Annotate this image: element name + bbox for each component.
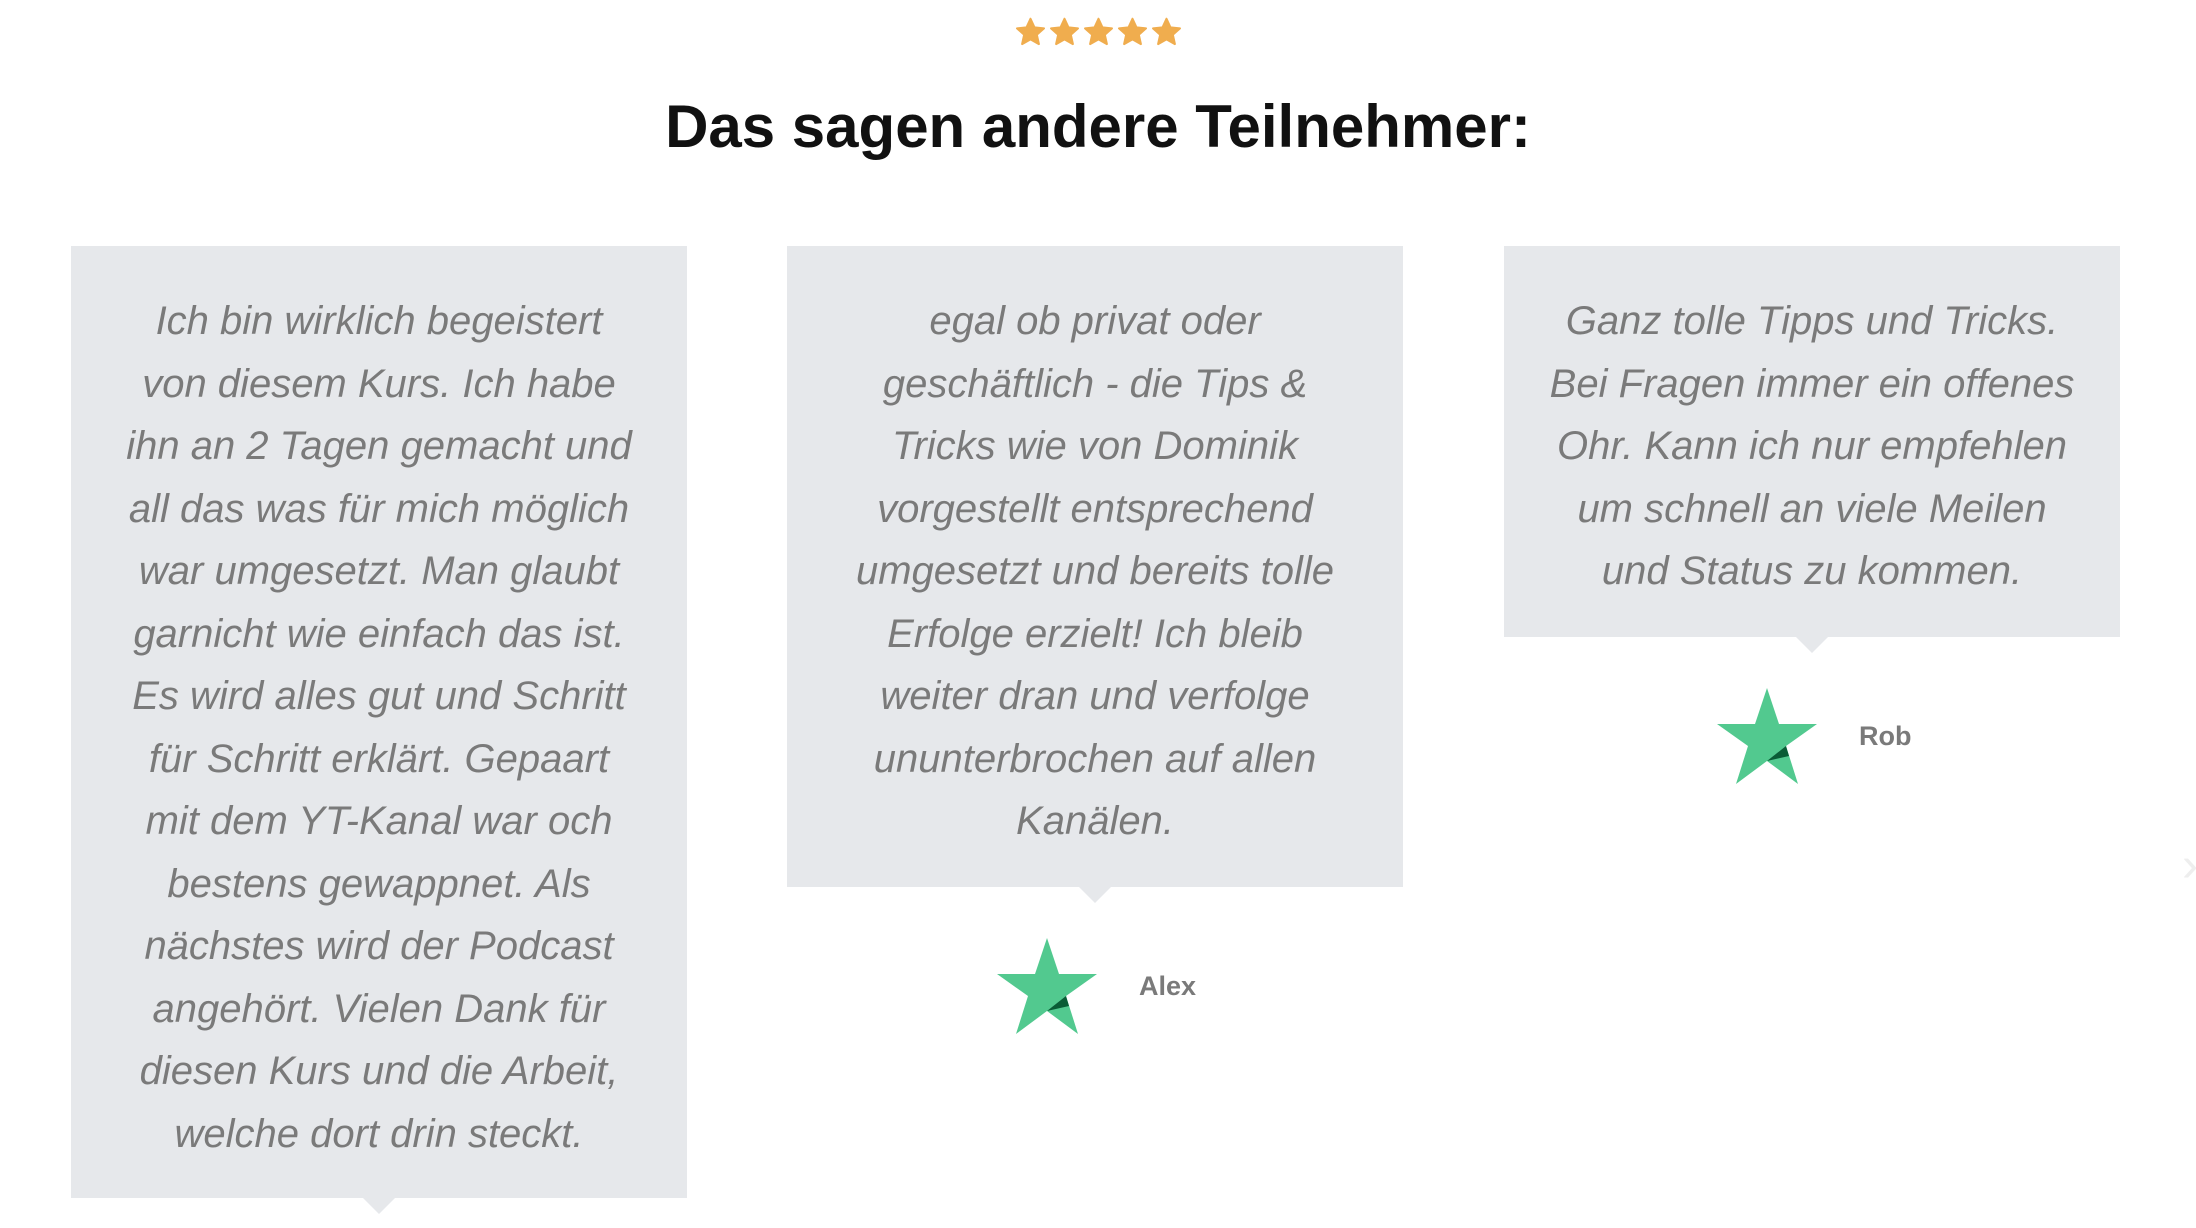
testimonial-card: egal ob privat oder geschäftlich - die Ti…: [787, 246, 1403, 903]
testimonial-text-line: für Schritt erklärt. Gepaart: [148, 736, 610, 781]
testimonial-text-line: ununterbrochen auf allen: [873, 736, 1317, 781]
testimonial-text-line: garnicht wie einfach das ist.: [133, 611, 625, 656]
carousel-next-arrow[interactable]: ›: [2182, 838, 2196, 893]
author-name: Rob: [1859, 720, 1912, 751]
testimonial-text-line: Es wird alles gut und Schritt: [132, 674, 626, 718]
testimonial-text-line: Kanälen.: [1016, 799, 1174, 843]
author-name: Alex: [1139, 970, 1197, 1001]
testimonial-text-line: weiter dran und verfolge: [880, 674, 1310, 718]
testimonial-card: Ganz tolle Tipps und Tricks. Bei Fragen i…: [1504, 246, 2120, 653]
testimonial-text-line: Tricks wie von Dominik: [892, 424, 1298, 468]
testimonial-text-line: umgesetzt und bereits tolle: [855, 549, 1335, 593]
testimonial-text-line: Ohr. Kann ich nur empfehlen: [1557, 424, 2067, 468]
testimonial-text-line: mit dem YT-Kanal war och: [145, 799, 613, 843]
testimonial-text-line: um schnell an viele Meilen: [1577, 486, 2047, 531]
carousel-prev-arrow[interactable]: ‹: [0, 838, 2, 893]
trustpilot-star-icon: [1717, 688, 1817, 784]
testimonial-text-line: bestens gewappnet. Als: [167, 861, 591, 906]
testimonial-text-line: Bei Fragen immer ein offenes: [1549, 361, 2075, 406]
star-icon: [1151, 17, 1181, 46]
testimonial-text-line: von diesem Kurs. Ich habe: [142, 361, 616, 406]
testimonial-text-line: geschäftlich - die Tips &: [882, 361, 1308, 406]
author-rob: Rob: [1717, 688, 1911, 784]
star-icon: [1015, 17, 1045, 46]
testimonial-text-line: vorgestellt entsprechend: [877, 486, 1313, 531]
author-alex: Alex: [997, 938, 1196, 1034]
testimonial-text-line: Ich bin wirklich begeistert: [155, 299, 603, 343]
testimonial-text-line: welche dort drin steckt.: [174, 1111, 584, 1156]
testimonial-text-line: Erfolge erzielt! Ich bleib: [887, 611, 1303, 656]
testimonial-text-line: all das was für mich möglich: [128, 486, 630, 531]
trustpilot-star-icon: [997, 938, 1097, 1034]
star-icon: [1049, 17, 1079, 46]
page-title: Das sagen andere Teilnehmer:: [665, 93, 1531, 160]
testimonial-text-line: nächstes wird der Podcast: [144, 924, 614, 968]
testimonial-text-line: diesen Kurs und die Arbeit,: [139, 1049, 619, 1093]
testimonial-text-line: ihn an 2 Tagen gemacht und: [126, 424, 632, 468]
testimonial-text-line: war umgesetzt. Man glaubt: [138, 549, 620, 593]
testimonial-text-line: egal ob privat oder: [929, 299, 1261, 343]
testimonial-text-line: angehört. Vielen Dank für: [152, 986, 606, 1031]
rating-stars: [0, 16, 2196, 54]
star-icon: [1117, 17, 1147, 46]
testimonial-card: Ich bin wirklich begeistert von diesem Ku…: [71, 246, 687, 1214]
star-icon: [1083, 17, 1113, 46]
testimonial-text-line: Ganz tolle Tipps und Tricks.: [1565, 299, 2059, 343]
testimonial-text-line: und Status zu kommen.: [1601, 549, 2023, 593]
